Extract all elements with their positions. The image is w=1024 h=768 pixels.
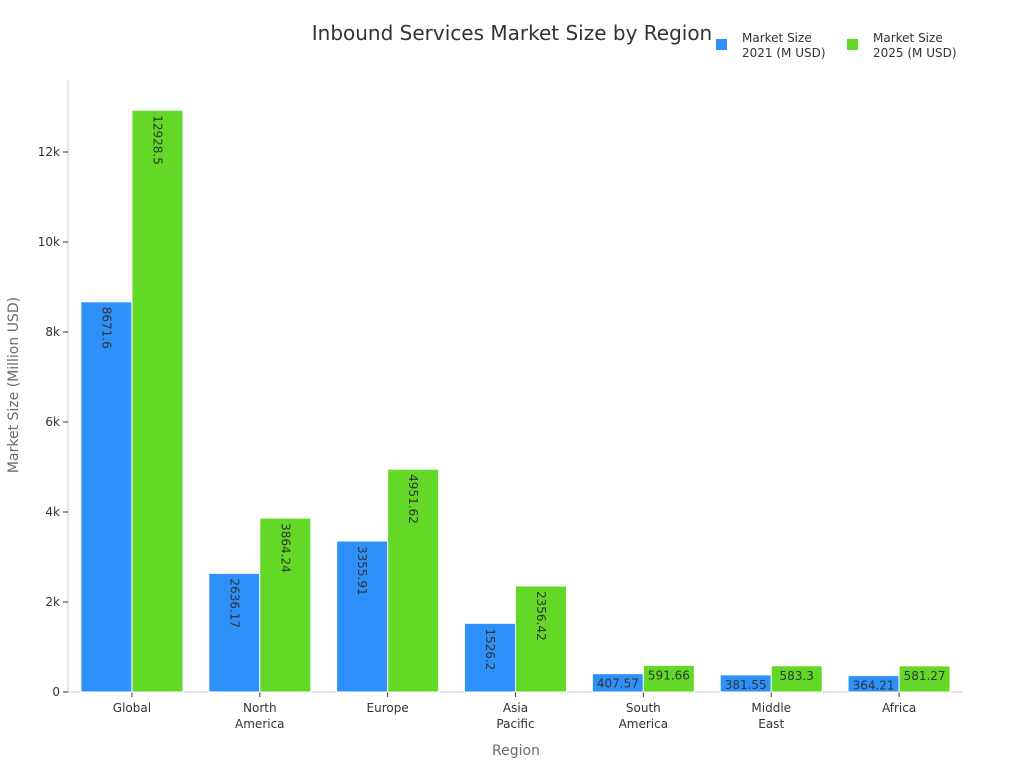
bar-value-label: 3864.24 (278, 523, 292, 573)
bar-2021 (80, 301, 133, 693)
y-tick-label: 6k (45, 415, 60, 429)
bars-group: 8671.6 12928.5 2636.17 3864.24 3355.91 4951.6… (80, 109, 951, 693)
legend-label: Market Size 2025 (M USD) (873, 31, 957, 60)
x-tick-label: South America (619, 701, 669, 731)
bar-2025 (259, 517, 312, 693)
legend-label: Market Size 2021 (M USD) (742, 31, 826, 60)
bar-value-label: 4951.62 (406, 474, 420, 524)
bar-value-label: 2636.17 (227, 578, 241, 628)
bar-2021 (464, 622, 516, 693)
bar-value-label: 8671.6 (99, 307, 113, 349)
bar-2025 (387, 468, 440, 693)
bar-2025 (770, 665, 823, 693)
y-axis: 0 2k 4k 6k 8k 10k 12k (38, 80, 69, 699)
bar-value-label: 583.3 (780, 669, 814, 683)
x-axis-title: Region (492, 743, 540, 759)
bar-value-label: 3355.91 (355, 546, 369, 596)
chart-title: Inbound Services Market Size by Region (312, 21, 712, 45)
x-tick-label: North America (235, 701, 285, 731)
x-axis: Global North America Europe Asia Pacific South… (68, 691, 963, 731)
bar-2025 (131, 109, 184, 693)
y-tick-label: 12k (38, 145, 60, 159)
bar-value-label: 407.57 (597, 677, 639, 691)
y-tick-label: 4k (45, 505, 60, 519)
bar-value-label: 2356.42 (534, 591, 548, 641)
bar-2025 (898, 665, 951, 693)
y-tick-label: 0 (52, 685, 60, 699)
y-tick-label: 2k (45, 595, 60, 609)
bar-value-label: 12928.5 (150, 115, 164, 165)
bar-2021 (208, 572, 261, 693)
bar-value-label: 381.55 (725, 678, 767, 692)
y-axis-title: Market Size (Million USD) (6, 297, 22, 473)
bar-2025 (515, 585, 567, 693)
x-tick-label: Global (113, 701, 151, 715)
bar-2021 (336, 540, 389, 693)
bar-value-label: 364.21 (853, 679, 895, 693)
legend-swatch (847, 39, 858, 50)
y-tick-label: 8k (45, 325, 60, 339)
bar-value-label: 581.27 (904, 669, 946, 683)
x-tick-label: Africa (882, 701, 916, 715)
legend: Market Size 2021 (M USD) Market Size 2025 (… (716, 31, 957, 60)
bar-value-label: 591.66 (648, 668, 690, 682)
x-tick-label: Middle East (751, 701, 791, 731)
bar-value-label: 1526.2 (483, 628, 497, 670)
x-tick-label: Europe (367, 701, 409, 715)
x-tick-label: Asia Pacific (496, 701, 534, 731)
legend-swatch (716, 39, 727, 50)
bar-2025 (642, 664, 695, 693)
y-tick-label: 10k (38, 235, 60, 249)
